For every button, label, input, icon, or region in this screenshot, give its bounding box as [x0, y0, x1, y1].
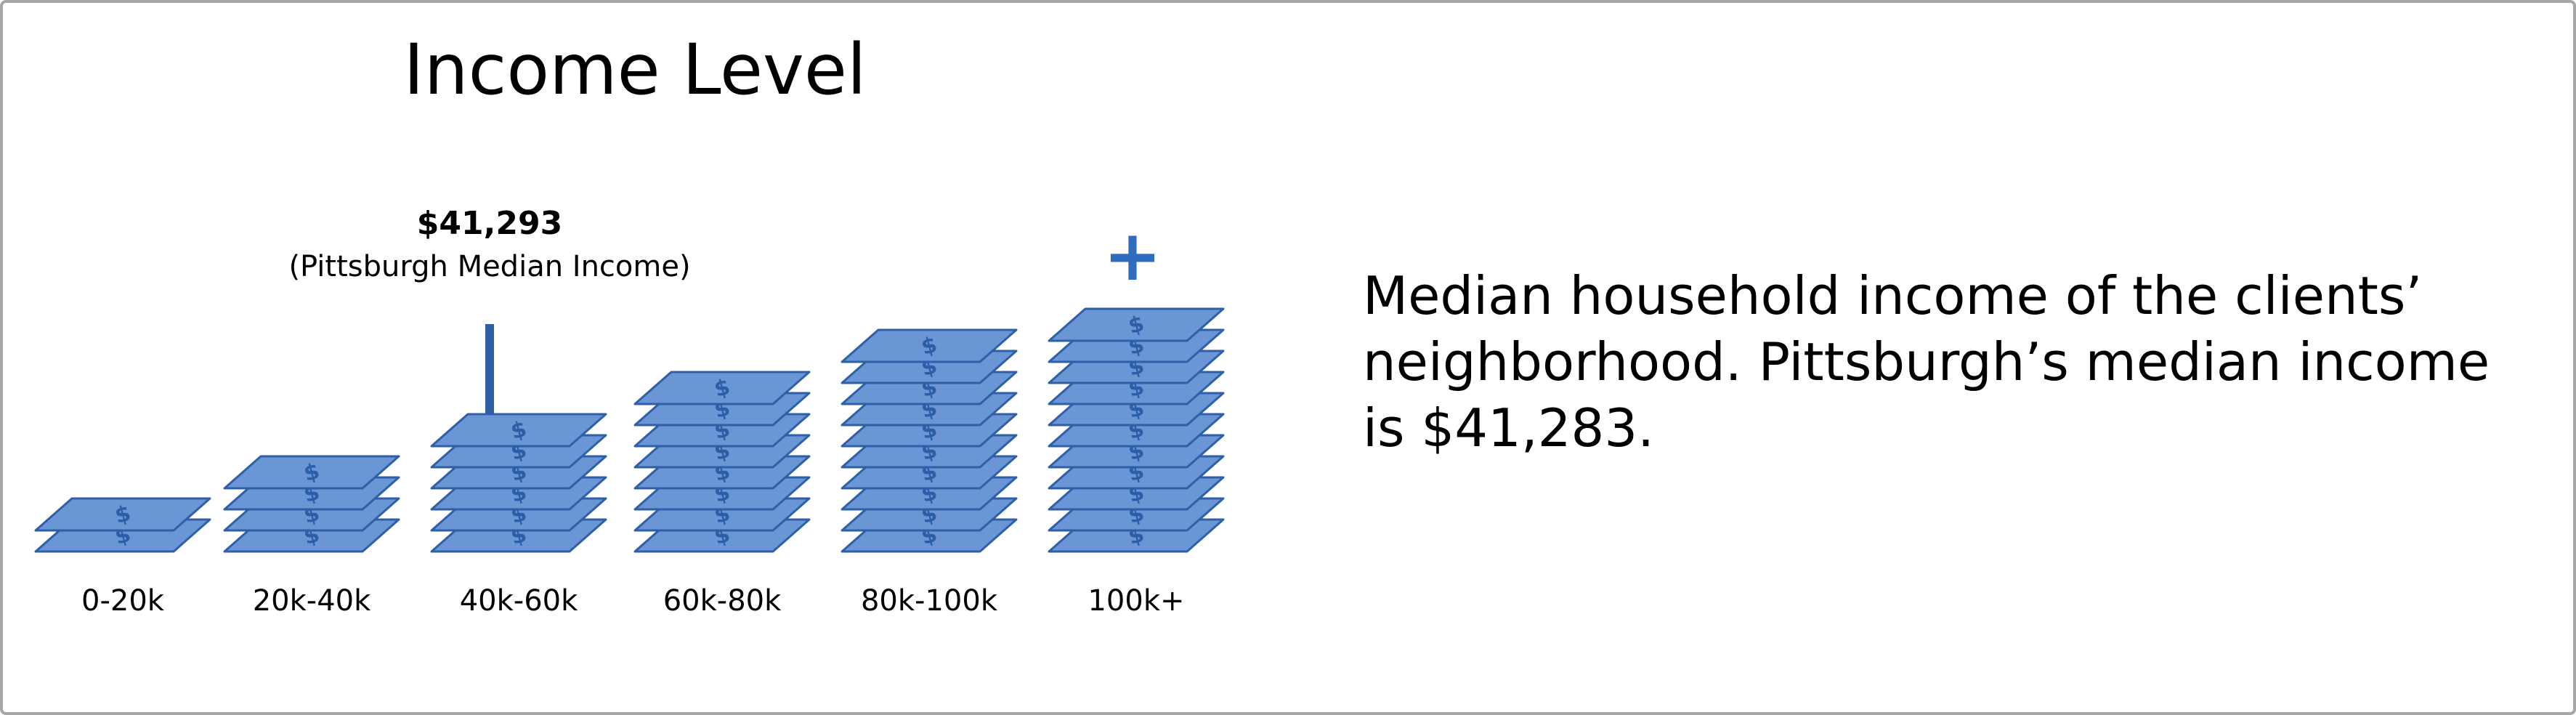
bar-100k+: $$$$$$$$$$$100k++: [1048, 215, 1225, 618]
category-label: 60k-80k: [663, 584, 782, 618]
plus-marker: +: [1103, 215, 1162, 296]
category-label: 20k-40k: [253, 584, 371, 618]
bar-20k-40k: $$$$20k-40k: [223, 455, 400, 618]
bar-40k-60k: $$$$$$40k-60k: [430, 324, 607, 618]
money-bill: [841, 328, 1018, 363]
money-bill: [223, 455, 400, 490]
money-bill: [633, 371, 811, 405]
bar-0-20k: $$0-20k: [34, 497, 211, 618]
category-label: 80k-100k: [861, 584, 998, 618]
money-bill: [34, 497, 211, 532]
category-label: 40k-60k: [460, 584, 578, 618]
bar-60k-80k: $$$$$$$$60k-80k: [633, 371, 811, 618]
category-label: 100k+: [1087, 584, 1184, 618]
bar-80k-100k: $$$$$$$$$$80k-100k: [841, 328, 1018, 618]
money-bill: [1048, 307, 1225, 342]
money-stack-chart: $$0-20k$$$$20k-40k$$$$$$40k-60k$$$$$$$$6…: [34, 215, 1225, 618]
category-label: 0-20k: [81, 584, 165, 618]
description-text: Median household income of the clients’ …: [1363, 265, 2490, 459]
chart-title: Income Level: [403, 29, 867, 110]
money-bill: [430, 413, 607, 448]
